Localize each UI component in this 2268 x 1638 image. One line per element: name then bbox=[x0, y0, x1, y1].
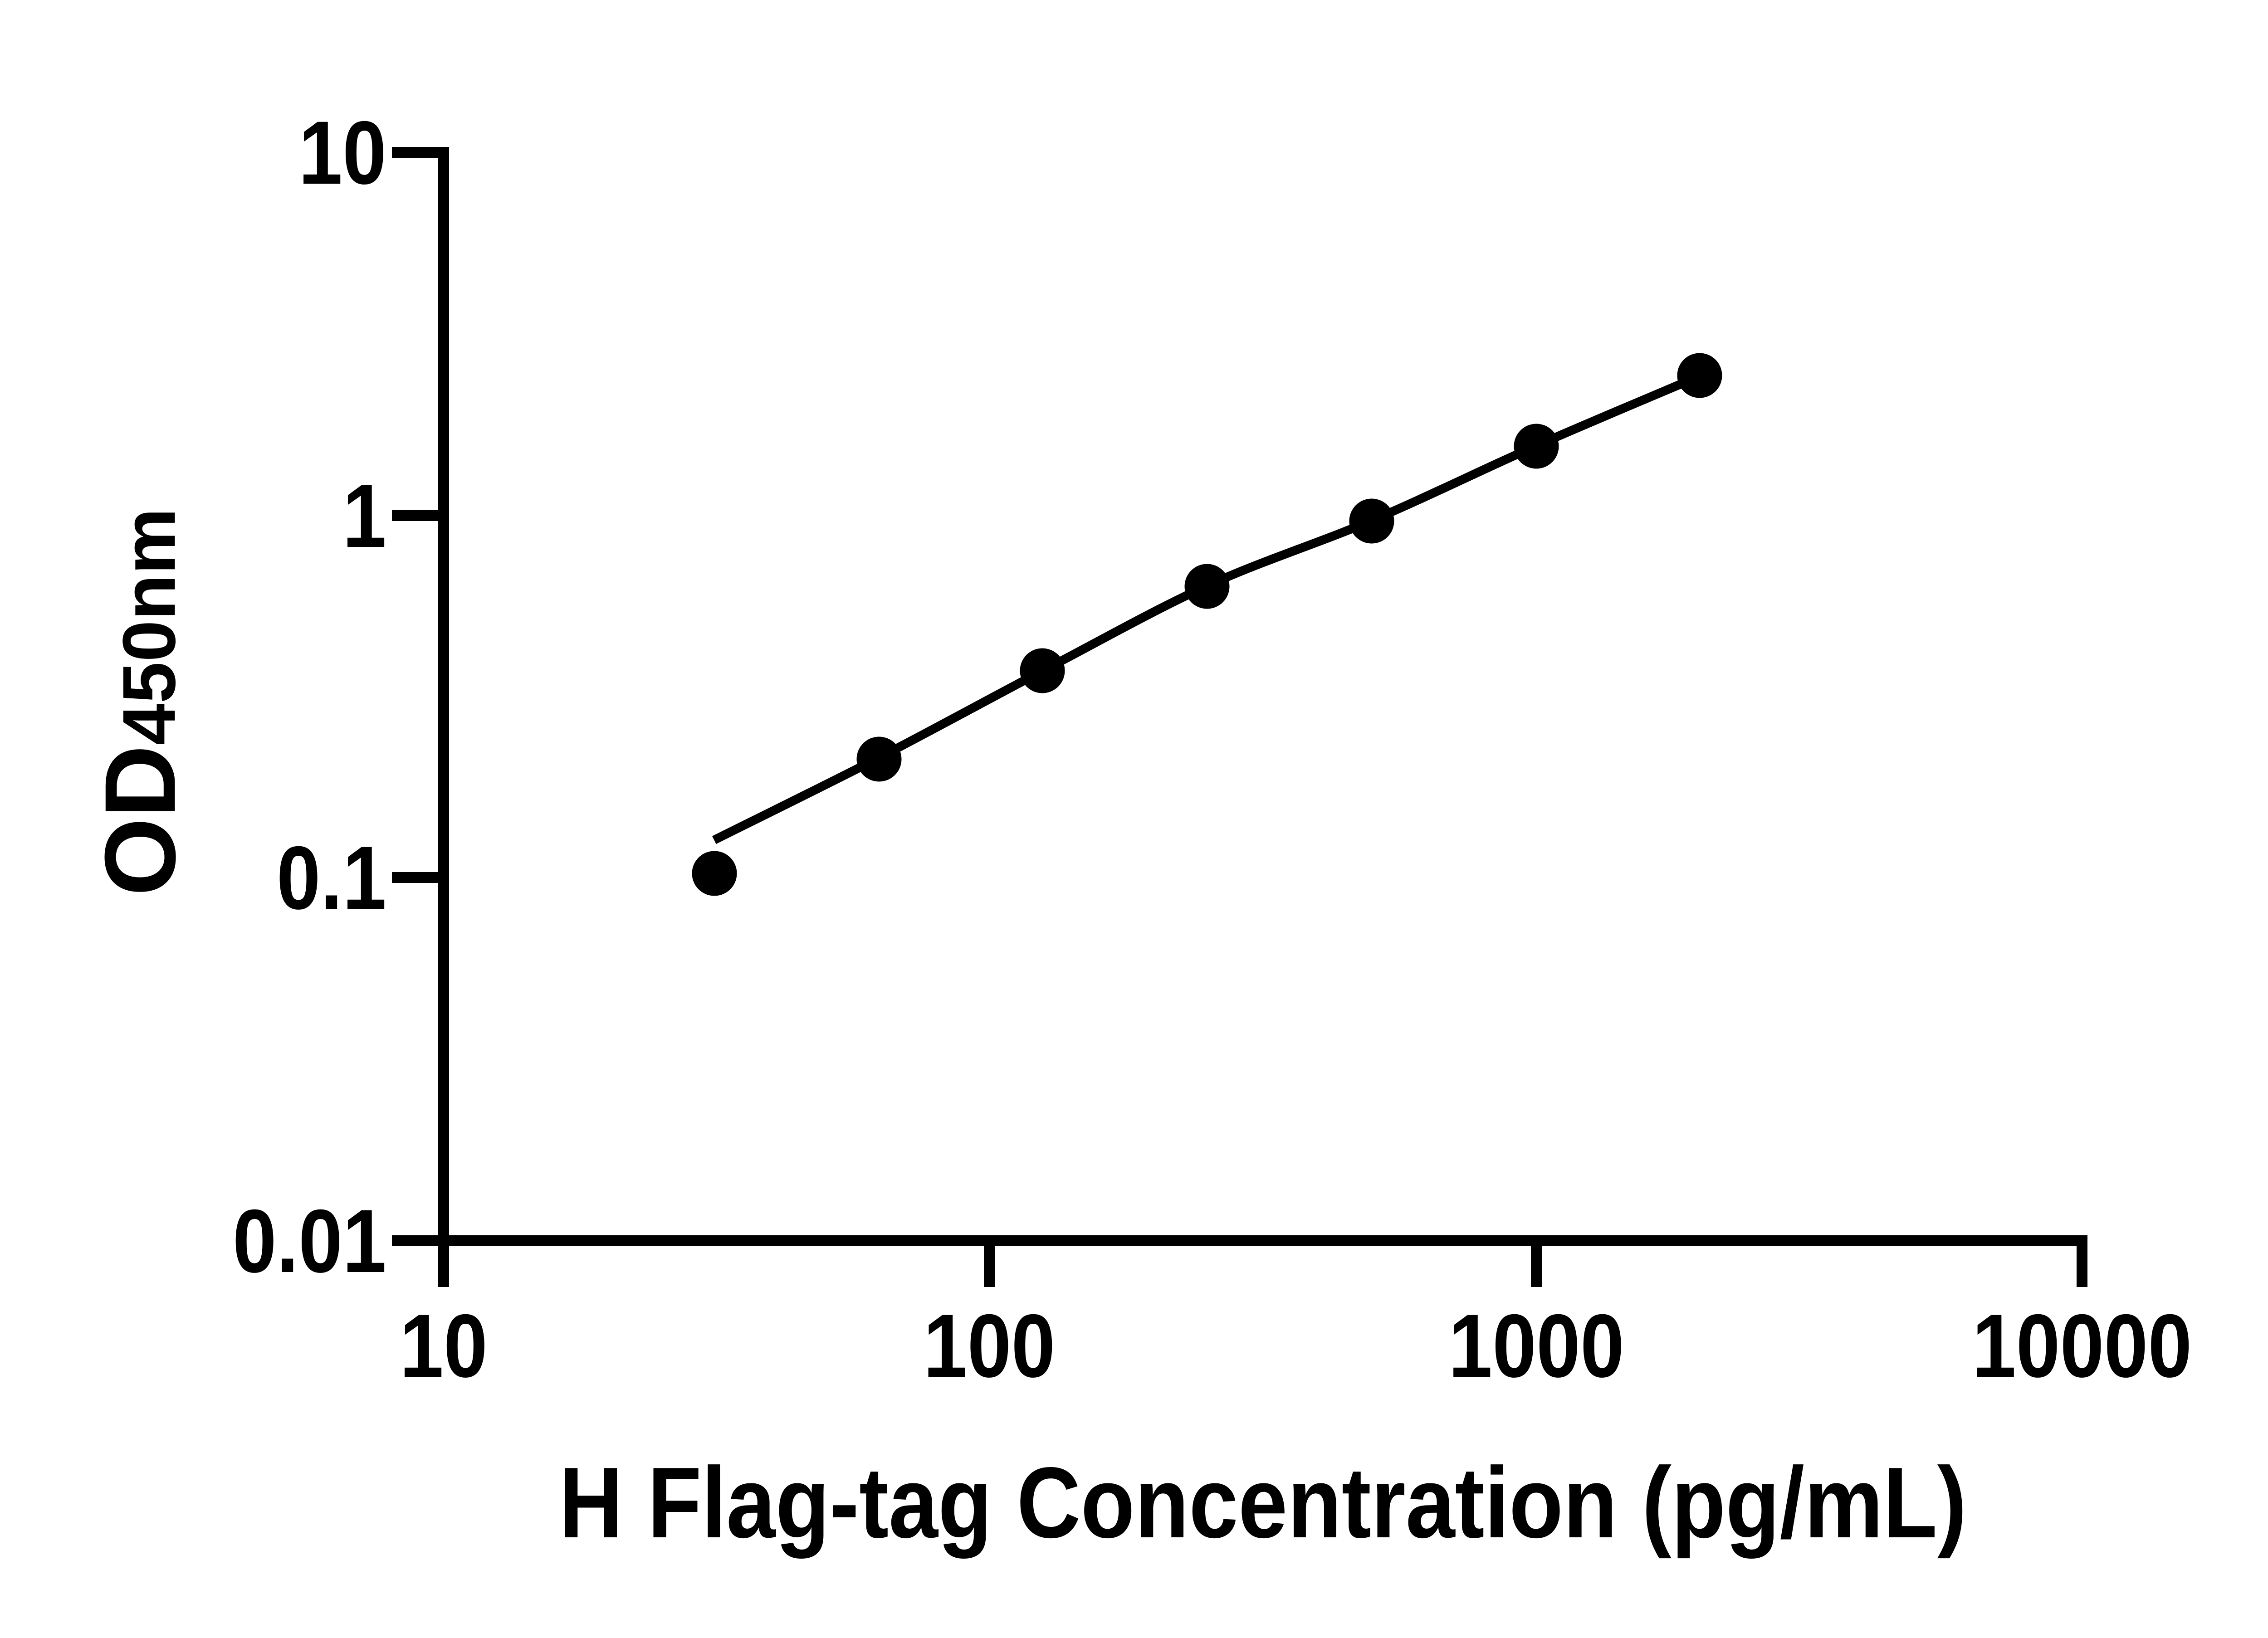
data-point bbox=[691, 850, 737, 896]
x-tick-label: 1000 bbox=[1436, 1300, 1636, 1390]
y-axis-title: OD450nm bbox=[83, 508, 198, 896]
x-tick-label-text: 10000 bbox=[1971, 1295, 2192, 1396]
x-tick-label: 10000 bbox=[1957, 1300, 2207, 1390]
x-tick bbox=[438, 1240, 450, 1287]
x-tick bbox=[984, 1240, 996, 1287]
data-point bbox=[1513, 423, 1559, 468]
y-tick bbox=[392, 1235, 439, 1246]
x-axis-title-text: H Flag-tag Concentration (pg/mL) bbox=[559, 1446, 1967, 1559]
y-axis-line bbox=[438, 147, 450, 1246]
y-tick bbox=[392, 509, 439, 521]
data-point bbox=[1677, 353, 1723, 399]
x-axis-title: H Flag-tag Concentration (pg/mL) bbox=[463, 1453, 2063, 1554]
y-axis-title-main: OD bbox=[83, 745, 197, 896]
y-tick bbox=[392, 147, 439, 158]
y-axis-title-subscript: 450nm bbox=[107, 508, 191, 745]
y-tick-label-text: 0.1 bbox=[277, 827, 387, 928]
x-tick-label: 100 bbox=[915, 1300, 1065, 1390]
y-tick-label: 0.01 bbox=[212, 1190, 387, 1291]
y-tick-label-text: 1 bbox=[342, 464, 387, 566]
data-point bbox=[1184, 563, 1230, 609]
data-point bbox=[1020, 648, 1066, 693]
x-axis-line bbox=[438, 1235, 2087, 1246]
y-tick-label: 10 bbox=[287, 107, 387, 197]
x-tick-label: 10 bbox=[394, 1300, 494, 1390]
x-tick-label-text: 1000 bbox=[1447, 1295, 1624, 1396]
x-tick-label-text: 100 bbox=[924, 1295, 1056, 1396]
x-tick bbox=[1530, 1240, 1541, 1287]
y-tick-label: 1 bbox=[337, 470, 387, 560]
x-tick-label-text: 10 bbox=[400, 1295, 488, 1396]
y-tick-label-text: 0.01 bbox=[233, 1190, 387, 1291]
x-tick bbox=[2076, 1240, 2087, 1287]
data-point bbox=[1349, 498, 1394, 543]
y-tick bbox=[392, 872, 439, 883]
y-tick-label: 0.1 bbox=[262, 833, 387, 922]
data-point bbox=[856, 736, 901, 781]
y-tick-label-text: 10 bbox=[299, 102, 387, 203]
